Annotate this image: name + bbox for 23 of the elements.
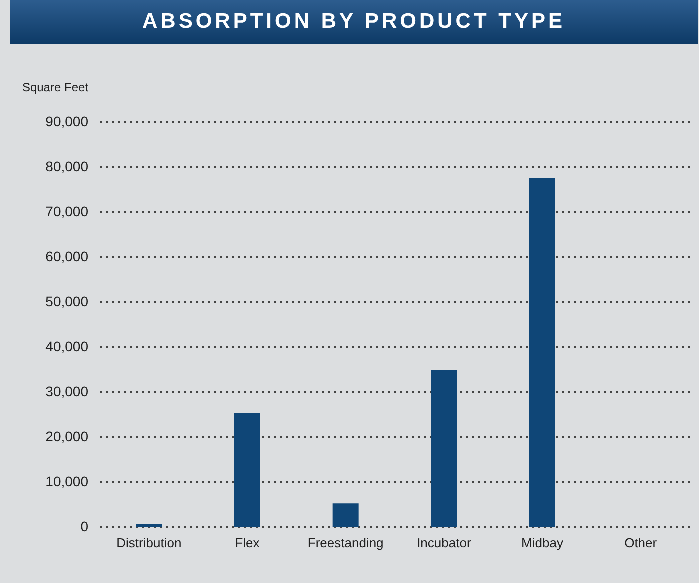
x-tick-label: Midbay — [522, 536, 564, 550]
y-tick-label: 0 — [80, 518, 89, 534]
y-tick-label: 40,000 — [46, 338, 89, 354]
x-tick-label: Flex — [235, 536, 260, 550]
y-tick-label: 20,000 — [46, 428, 89, 444]
bar — [136, 524, 162, 527]
x-tick-label: Incubator — [417, 536, 472, 550]
chart-title: ABSORPTION BY PRODUCT TYPE — [10, 0, 698, 44]
y-tick-label: 50,000 — [46, 294, 89, 310]
y-tick-label: 70,000 — [46, 204, 89, 220]
y-tick-label: 80,000 — [46, 158, 89, 174]
y-tick-label: 30,000 — [46, 384, 89, 400]
bar — [234, 413, 260, 527]
bar — [431, 370, 458, 527]
bar — [332, 504, 359, 527]
y-tick-label: 60,000 — [46, 248, 89, 264]
x-tick-label: Distribution — [116, 536, 182, 550]
x-tick-label: Other — [624, 536, 658, 550]
y-tick-label: 90,000 — [46, 114, 89, 130]
x-tick-label: Freestanding — [308, 536, 384, 550]
y-tick-label: 10,000 — [46, 474, 89, 490]
y-axis-title: Square Feet — [22, 80, 90, 94]
bar — [530, 178, 556, 527]
